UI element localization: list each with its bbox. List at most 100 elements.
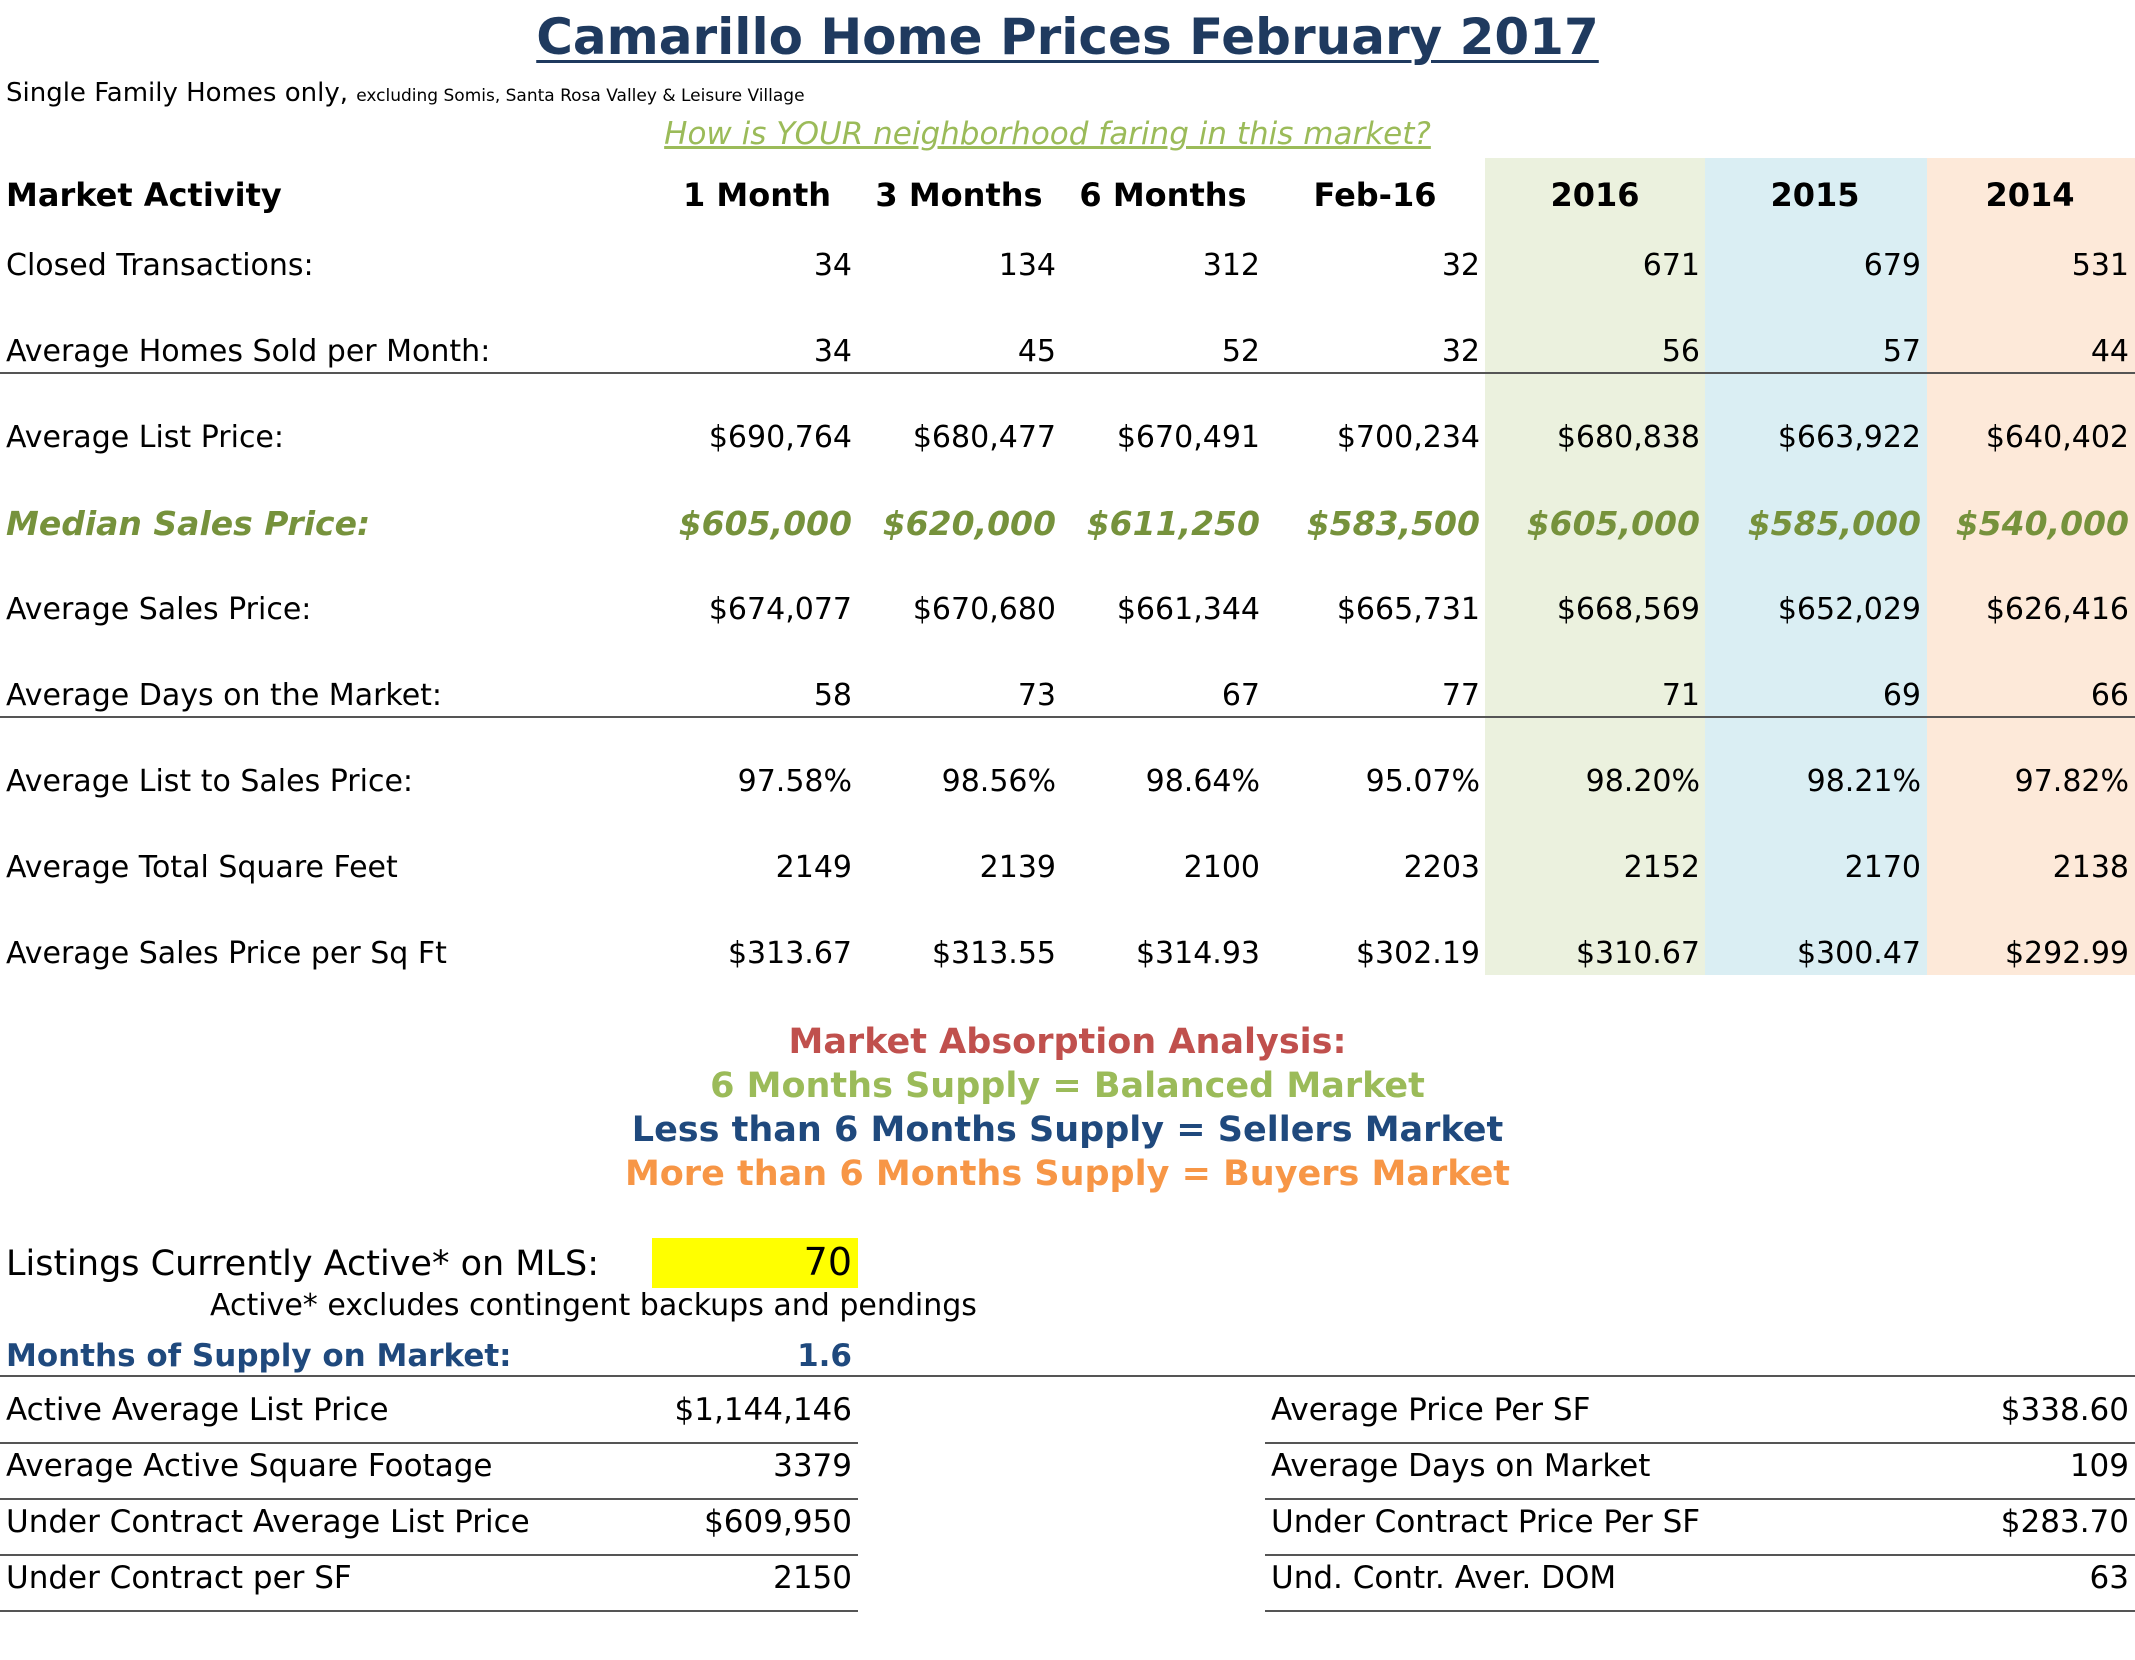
divider <box>0 372 2135 374</box>
cell-2014: $640,402 <box>1985 420 2129 455</box>
page-title: Camarillo Home Prices February 2017 <box>536 8 1599 66</box>
cell-feb-16: 2203 <box>1403 850 1480 885</box>
table-row-median: Median Sales Price: $605,000 $620,000 $6… <box>0 504 2135 548</box>
cell-2016: 71 <box>1661 678 1700 713</box>
row-label: Median Sales Price: <box>6 504 371 543</box>
header-3-months: 3 Months <box>875 176 1043 214</box>
cell-feb-16: $700,234 <box>1336 420 1480 455</box>
cell-2015: 57 <box>1882 334 1921 369</box>
divider <box>0 1375 2135 1377</box>
months-supply-label: Months of Supply on Market: <box>6 1338 512 1374</box>
item-label: Average Days on Market <box>1271 1448 1651 1484</box>
cell-6-months: $314.93 <box>1135 936 1260 971</box>
table-row: Average Sales Price: $674,077 $670,680 $… <box>0 592 2135 636</box>
subtitle-main: Single Family Homes only, <box>6 78 348 108</box>
table-row: Closed Transactions: 34 134 312 32 671 6… <box>0 248 2135 292</box>
list-item: Und. Contr. Aver. DOM 63 <box>1265 1560 2135 1612</box>
cell-2016: $605,000 <box>1526 504 1700 543</box>
cell-1-month: $690,764 <box>708 420 852 455</box>
item-label: Active Average List Price <box>6 1392 389 1428</box>
active-listings-label: Listings Currently Active* on MLS: <box>6 1244 600 1284</box>
cell-6-months: $661,344 <box>1116 592 1260 627</box>
header-market-activity: Market Activity <box>6 176 282 214</box>
list-item: Average Active Square Footage 3379 <box>0 1448 858 1500</box>
cell-2016: 98.20% <box>1585 764 1700 799</box>
row-label: Average List Price: <box>6 420 284 455</box>
item-value: 2150 <box>773 1560 852 1596</box>
cell-6-months: 312 <box>1202 248 1260 283</box>
item-value: $1,144,146 <box>674 1392 853 1428</box>
table-row: Average Homes Sold per Month: 34 45 52 3… <box>0 334 2135 378</box>
cell-2015: 2170 <box>1844 850 1921 885</box>
list-item: Average Days on Market 109 <box>1265 1448 2135 1500</box>
cell-2015: $300.47 <box>1796 936 1921 971</box>
months-supply-value: 1.6 <box>797 1338 852 1374</box>
header-feb-16: Feb-16 <box>1313 176 1437 214</box>
cell-feb-16: 77 <box>1441 678 1480 713</box>
tagline: How is YOUR neighborhood faring in this … <box>664 116 1431 152</box>
item-label: Average Price Per SF <box>1271 1392 1591 1428</box>
cell-3-months: $620,000 <box>882 504 1056 543</box>
list-item: Active Average List Price $1,144,146 <box>0 1392 858 1444</box>
active-listings-highlight <box>652 1238 858 1288</box>
cell-3-months: 98.56% <box>941 764 1056 799</box>
cell-2014: $292.99 <box>2004 936 2129 971</box>
item-label: Under Contract Average List Price <box>6 1504 530 1540</box>
row-label: Average Sales Price per Sq Ft <box>6 936 447 971</box>
cell-3-months: 2139 <box>979 850 1056 885</box>
cell-1-month: 97.58% <box>737 764 852 799</box>
cell-2016: $680,838 <box>1556 420 1700 455</box>
active-listings-note: Active* excludes contingent backups and … <box>210 1288 977 1323</box>
cell-6-months: 52 <box>1221 334 1260 369</box>
cell-1-month: 58 <box>813 678 852 713</box>
cell-2015: 69 <box>1882 678 1921 713</box>
cell-2014: 44 <box>2090 334 2129 369</box>
list-item: Under Contract per SF 2150 <box>0 1560 858 1612</box>
cell-2014: 97.82% <box>2014 764 2129 799</box>
cell-2016: 2152 <box>1623 850 1700 885</box>
row-label: Average Homes Sold per Month: <box>6 334 491 369</box>
cell-3-months: $313.55 <box>931 936 1056 971</box>
col-2014-background <box>1927 158 2135 975</box>
cell-2016: 56 <box>1661 334 1700 369</box>
header-1-month: 1 Month <box>682 176 832 214</box>
cell-2015: $663,922 <box>1777 420 1921 455</box>
header-6-months: 6 Months <box>1079 176 1247 214</box>
table-row: Average List Price: $690,764 $680,477 $6… <box>0 420 2135 464</box>
cell-3-months: 73 <box>1017 678 1056 713</box>
header-2014: 2014 <box>1985 176 2075 214</box>
cell-feb-16: $665,731 <box>1336 592 1480 627</box>
cell-2015: $585,000 <box>1747 504 1921 543</box>
cell-1-month: 2149 <box>775 850 852 885</box>
absorption-balanced: 6 Months Supply = Balanced Market <box>710 1066 1425 1106</box>
item-value: $338.60 <box>2000 1392 2129 1428</box>
subtitle-exclusions: excluding Somis, Santa Rosa Valley & Lei… <box>356 86 805 106</box>
list-item: Average Price Per SF $338.60 <box>1265 1392 2135 1444</box>
divider <box>0 716 2135 718</box>
cell-1-month: 34 <box>813 334 852 369</box>
cell-2015: 679 <box>1863 248 1921 283</box>
cell-2015: $652,029 <box>1777 592 1921 627</box>
item-label: Average Active Square Footage <box>6 1448 493 1484</box>
cell-1-month: $313.67 <box>727 936 852 971</box>
item-value: 3379 <box>773 1448 852 1484</box>
absorption-title: Market Absorption Analysis: <box>788 1022 1347 1062</box>
cell-feb-16: 32 <box>1441 248 1480 283</box>
row-label: Average Total Square Feet <box>6 850 398 885</box>
row-label: Average List to Sales Price: <box>6 764 414 799</box>
cell-2014: $540,000 <box>1955 504 2129 543</box>
cell-2014: 531 <box>2071 248 2129 283</box>
cell-feb-16: 95.07% <box>1365 764 1480 799</box>
cell-feb-16: $583,500 <box>1306 504 1480 543</box>
cell-2014: $626,416 <box>1985 592 2129 627</box>
cell-1-month: $605,000 <box>678 504 852 543</box>
cell-6-months: 98.64% <box>1145 764 1260 799</box>
active-listings-value: 70 <box>803 1240 852 1284</box>
col-2015-background <box>1705 158 1927 975</box>
cell-3-months: 45 <box>1017 334 1056 369</box>
cell-2016: $310.67 <box>1575 936 1700 971</box>
row-label: Average Sales Price: <box>6 592 312 627</box>
absorption-sellers: Less than 6 Months Supply = Sellers Mark… <box>631 1110 1504 1150</box>
table-row: Average Sales Price per Sq Ft $313.67 $3… <box>0 936 2135 980</box>
cell-3-months: 134 <box>998 248 1056 283</box>
